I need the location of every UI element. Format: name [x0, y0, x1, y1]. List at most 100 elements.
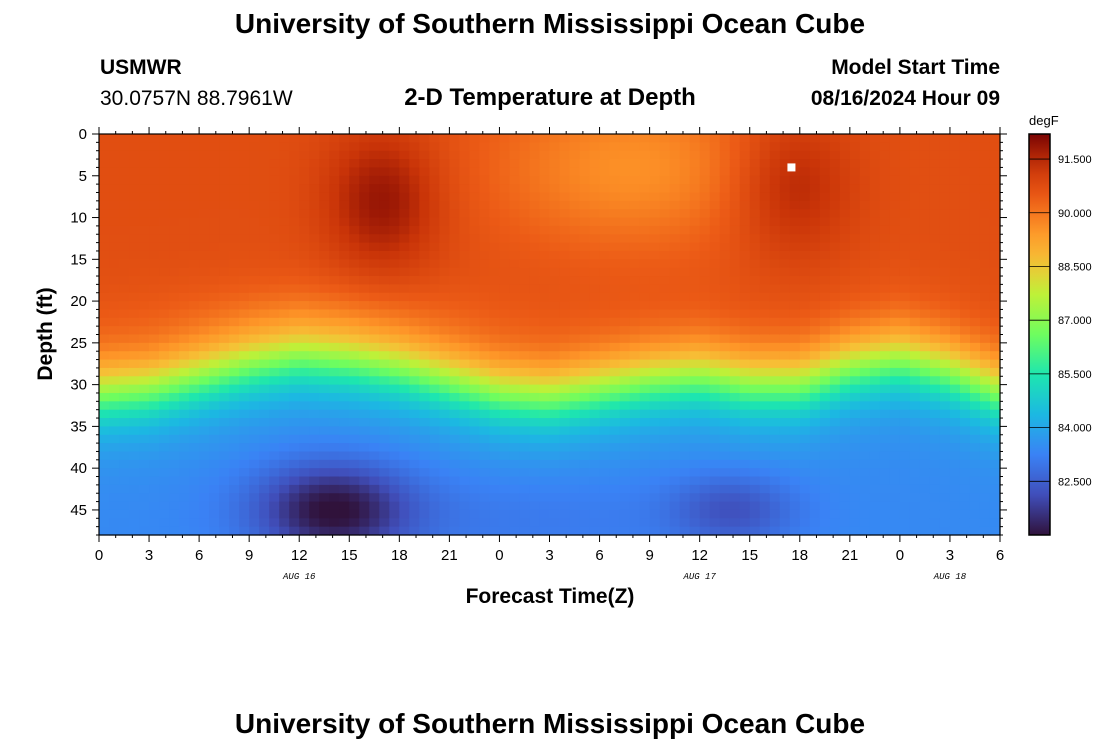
heatmap-cell [809, 334, 821, 344]
heatmap-cell [469, 309, 481, 319]
heatmap-cell [199, 342, 210, 352]
heatmap-cell [99, 150, 110, 160]
heatmap-cell [219, 326, 230, 336]
heatmap-cell [569, 451, 581, 461]
heatmap-cell [709, 184, 721, 194]
heatmap-cell [179, 501, 190, 511]
heatmap-cell [689, 134, 701, 143]
heatmap-cell [719, 259, 731, 269]
heatmap-cell [639, 351, 651, 361]
heatmap-cell [819, 476, 831, 486]
heatmap-cell [129, 242, 140, 252]
heatmap-cell [769, 175, 781, 185]
heatmap-cell [439, 317, 450, 327]
heatmap-cell [779, 434, 791, 444]
heatmap-cell [169, 175, 180, 185]
heatmap-cell [239, 476, 250, 486]
heatmap-cell [859, 359, 871, 369]
heatmap-cell [179, 259, 190, 269]
heatmap-cell [509, 367, 521, 377]
heatmap-cell [699, 367, 711, 377]
heatmap-cell [339, 200, 350, 210]
heatmap-cell [609, 317, 621, 327]
heatmap-cell [509, 142, 521, 152]
heatmap-cell [469, 267, 481, 277]
heatmap-cell [579, 359, 591, 369]
heatmap-cell [229, 326, 240, 336]
heatmap-cell [979, 175, 991, 185]
colorbar-tick-label: 91.500 [1058, 154, 1092, 166]
heatmap-cell [909, 209, 921, 219]
heatmap-cell [509, 234, 521, 244]
heatmap-cell [459, 476, 471, 486]
heatmap-cell [449, 367, 460, 377]
heatmap-cell [339, 159, 350, 169]
heatmap-cell [159, 242, 170, 252]
heatmap-cell [179, 292, 190, 302]
heatmap-cell [559, 267, 571, 277]
heatmap-cell [489, 159, 501, 169]
heatmap-cell [419, 418, 430, 427]
heatmap-cell [799, 217, 811, 227]
heatmap-cell [789, 376, 801, 386]
heatmap-cell [179, 317, 190, 327]
heatmap-cell [889, 250, 901, 260]
heatmap-cell [689, 167, 701, 177]
heatmap-cell [689, 242, 701, 252]
heatmap-cell [879, 351, 891, 361]
heatmap-cell [569, 342, 581, 352]
heatmap-cell [149, 326, 160, 336]
heatmap-cell [519, 200, 531, 210]
heatmap-cell [739, 459, 751, 469]
heatmap-cell [519, 292, 531, 302]
heatmap-cell [549, 326, 561, 336]
heatmap-cell [979, 509, 991, 519]
heatmap-cell [259, 317, 270, 327]
heatmap-cell [389, 526, 400, 536]
heatmap-cell [809, 250, 821, 260]
heatmap-cell [919, 501, 931, 511]
x-tick-label: 3 [545, 547, 553, 564]
heatmap-cell [399, 392, 410, 402]
heatmap-cell [159, 225, 170, 235]
heatmap-cell [109, 434, 120, 444]
heatmap-cell [789, 267, 801, 277]
heatmap-cell [269, 476, 280, 486]
heatmap-cell [359, 150, 370, 160]
colorbar-unit: degF [1029, 113, 1059, 128]
heatmap-cell [559, 418, 571, 427]
heatmap-cell [259, 526, 270, 536]
heatmap-cell [399, 134, 410, 143]
heatmap-cell [459, 459, 471, 469]
heatmap-cell [869, 284, 881, 294]
heatmap-cell [939, 334, 951, 344]
heatmap-cell [219, 184, 230, 194]
heatmap-cell [459, 301, 471, 311]
heatmap-cell [379, 376, 390, 386]
heatmap-cell [849, 175, 861, 185]
heatmap-cell [409, 259, 420, 269]
heatmap-cell [979, 342, 991, 352]
heatmap-cell [709, 225, 721, 235]
heatmap-cell [749, 142, 761, 152]
heatmap-cell [939, 509, 951, 519]
heatmap-cell [249, 184, 260, 194]
heatmap-cell [359, 234, 370, 244]
heatmap-cell [619, 217, 631, 227]
heatmap-cell [289, 301, 300, 311]
heatmap-cell [689, 443, 701, 453]
heatmap-cell [299, 259, 310, 269]
heatmap-cell [349, 150, 360, 160]
heatmap-cell [899, 367, 911, 377]
heatmap-cell [249, 276, 260, 285]
heatmap-cell [789, 134, 801, 143]
heatmap-cell [859, 284, 871, 294]
heatmap-cell [769, 392, 781, 402]
heatmap-cell [439, 451, 450, 461]
heatmap-cell [599, 434, 611, 444]
heatmap-cell [389, 418, 400, 427]
heatmap-cell [849, 234, 861, 244]
heatmap-cell [539, 284, 551, 294]
heatmap-cell [629, 267, 641, 277]
heatmap-cell [359, 493, 370, 503]
